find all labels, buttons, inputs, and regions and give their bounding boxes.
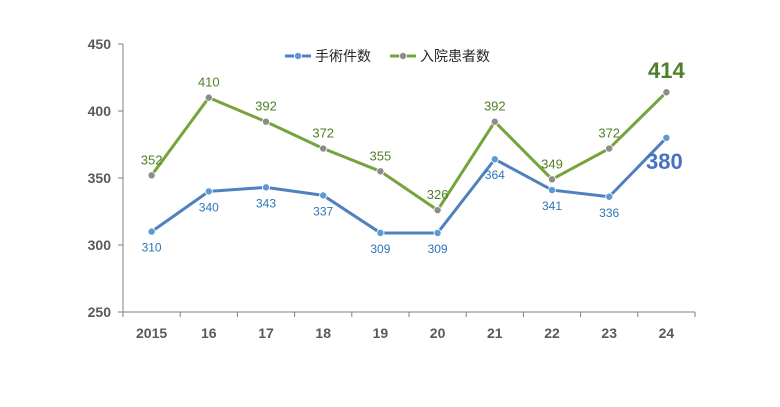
series-line-surgeries: [150, 136, 668, 235]
surgeries-point: [319, 191, 328, 200]
x-tick-label: 18: [315, 325, 331, 341]
admissions-point: [204, 93, 213, 102]
admissions-point: [548, 175, 557, 184]
admissions-point: [662, 88, 671, 97]
surgeries-point: [662, 133, 671, 142]
surgeries-point: [605, 192, 614, 201]
y-tick-label: 450: [88, 36, 112, 52]
x-tick-label: 23: [601, 325, 617, 341]
surgeries-point: [147, 227, 156, 236]
surgeries-data-label: 343: [256, 196, 276, 210]
y-tick-label: 250: [88, 304, 112, 320]
admissions-data-label: 392: [484, 99, 506, 114]
admissions-data-label: 355: [370, 148, 392, 163]
surgeries-data-label: 336: [599, 206, 619, 220]
admissions-legend-marker: [398, 52, 407, 61]
surgeries-data-label: 380: [646, 149, 683, 174]
surgeries-point: [490, 155, 499, 164]
admissions-data-label: 349: [541, 156, 563, 171]
surgeries-point: [548, 186, 557, 195]
x-tick-label: 21: [487, 325, 503, 341]
x-tick-label: 16: [201, 325, 217, 341]
surgeries-data-label: 340: [199, 200, 219, 214]
admissions-data-label: 414: [648, 58, 685, 83]
admissions-point: [490, 117, 499, 126]
admissions-data-label: 372: [312, 126, 334, 141]
y-tick-label: 400: [88, 103, 112, 119]
surgeries-data-label: 337: [313, 204, 333, 218]
y-tick-label: 350: [88, 170, 112, 186]
surgeries-data-label: 364: [485, 168, 505, 182]
admissions-legend-label: 入院患者数: [420, 49, 490, 65]
surgeries-point: [433, 228, 442, 237]
admissions-data-label: 392: [255, 99, 277, 114]
admissions-point: [319, 144, 328, 153]
admissions-point: [433, 206, 442, 215]
admissions-point: [261, 117, 270, 126]
series-line-admissions: [150, 91, 668, 212]
admissions-point: [147, 171, 156, 180]
x-tick-label: 20: [430, 325, 446, 341]
surgeries-data-label: 341: [542, 199, 562, 213]
surgeries-data-label: 309: [428, 242, 448, 256]
surgeries-point: [261, 183, 270, 192]
surgeries-legend-label: 手術件数: [315, 49, 371, 65]
admissions-point: [605, 144, 614, 153]
x-tick-label: 22: [544, 325, 560, 341]
surgeries-data-label: 309: [370, 242, 390, 256]
x-tick-label: 19: [373, 325, 389, 341]
x-tick-label: 2015: [136, 325, 167, 341]
surgeries-point: [376, 228, 385, 237]
surgeries-legend-marker: [293, 52, 302, 61]
surgeries-data-label: 310: [142, 241, 162, 255]
surgeries-point: [204, 187, 213, 196]
admissions-data-label: 352: [141, 152, 163, 167]
y-tick-label: 300: [88, 237, 112, 253]
x-tick-label: 24: [659, 325, 675, 341]
admissions-point: [376, 167, 385, 176]
x-tick-label: 17: [258, 325, 274, 341]
admissions-data-label: 410: [198, 75, 220, 90]
admissions-data-label: 326: [427, 187, 449, 202]
admissions-data-label: 372: [598, 126, 620, 141]
